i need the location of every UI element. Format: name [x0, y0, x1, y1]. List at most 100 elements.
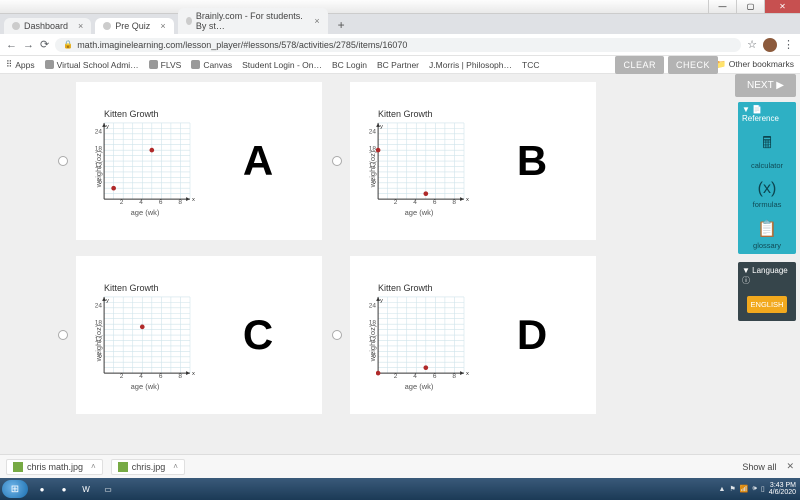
chevron-up-icon[interactable]: ˄ — [173, 462, 178, 471]
close-tab-icon[interactable]: × — [160, 21, 165, 31]
tray-icon[interactable]: ▲ — [719, 486, 726, 493]
formulas-icon: (x) — [738, 180, 796, 198]
taskbar-app-icon[interactable]: ● — [32, 480, 52, 498]
tray-icon[interactable]: 🕪 — [752, 485, 756, 493]
chart-box: weight (oz) 6121824 x y 2468 age (wk) — [360, 295, 464, 391]
download-item[interactable]: chris.jpg ˄ — [111, 459, 185, 475]
chart-wrap: Kitten Growth weight (oz) 6121824 x y 24… — [76, 101, 194, 221]
window-close-button[interactable]: ✕ — [764, 0, 800, 13]
bookmark-label: BC Partner — [377, 60, 419, 70]
download-shelf: chris math.jpg ˄ chris.jpg ˄ Show all ✕ — [0, 454, 800, 478]
language-body: ENGLISH — [738, 290, 796, 321]
tray-icon[interactable]: 📶 — [740, 485, 749, 493]
reference-header[interactable]: ▼ 📄Reference — [738, 102, 796, 126]
x-axis-label: age (wk) — [374, 382, 464, 391]
answer-cards-grid: Kitten Growth weight (oz) 6121824 x y 24… — [76, 82, 596, 414]
taskbar: ⊞ ● ● W ▭ ▲ ⚑ 📶 🕪 ▯ 3:43 PM 4/6/2020 — [0, 478, 800, 500]
svg-text:x: x — [466, 197, 469, 203]
download-filename: chris.jpg — [132, 462, 166, 472]
favicon-icon — [149, 60, 158, 69]
window-maximize-button[interactable]: ▢ — [736, 0, 764, 13]
profile-avatar[interactable] — [763, 38, 777, 52]
system-tray[interactable]: ▲ ⚑ 📶 🕪 ▯ — [719, 485, 765, 493]
option-letter: B — [468, 137, 596, 185]
x-ticks: 2468 — [102, 373, 190, 381]
tray-icon[interactable]: ▯ — [761, 485, 765, 493]
x-axis-label: age (wk) — [100, 382, 190, 391]
svg-text:y: y — [106, 298, 109, 304]
svg-text:x: x — [466, 371, 469, 377]
bookmark-item[interactable]: BC Login — [332, 60, 367, 70]
language-english-button[interactable]: ENGLISH — [747, 296, 788, 313]
tab-pre-quiz[interactable]: Pre Quiz × — [95, 18, 173, 34]
reload-button[interactable]: ⟳ — [40, 38, 49, 51]
x-ticks: 2468 — [102, 199, 190, 207]
show-all-downloads[interactable]: Show all — [742, 462, 776, 472]
taskbar-app-icon[interactable]: W — [76, 480, 96, 498]
language-header[interactable]: ▼ Language ⓘ — [738, 262, 796, 290]
svg-text:x: x — [192, 371, 195, 377]
bookmark-item[interactable]: BC Partner — [377, 60, 419, 70]
download-item[interactable]: chris math.jpg ˄ — [6, 459, 103, 475]
bookmark-item[interactable]: Student Login - On… — [242, 60, 322, 70]
tab-dashboard[interactable]: Dashboard × — [4, 18, 91, 34]
x-axis-label: age (wk) — [374, 208, 464, 217]
favicon-icon — [186, 17, 192, 25]
address-bar[interactable]: 🔒 math.imaginelearning.com/lesson_player… — [55, 38, 741, 52]
bookmark-star-icon[interactable]: ☆ — [747, 38, 757, 51]
scatter-plot: x y — [376, 295, 464, 373]
chart-box: weight (oz) 6121824 x y 2468 age (wk) — [360, 121, 464, 217]
tab-label: Pre Quiz — [115, 21, 150, 31]
taskbar-clock[interactable]: 3:43 PM 4/6/2020 — [769, 482, 796, 496]
bookmark-item[interactable]: J.Morris | Philosoph… — [429, 60, 512, 70]
option-letter: A — [194, 137, 322, 185]
taskbar-app-icon[interactable]: ● — [54, 480, 74, 498]
radio-option[interactable] — [332, 156, 342, 166]
close-tab-icon[interactable]: × — [314, 16, 319, 26]
bookmark-item[interactable]: Virtual School Admi… — [45, 60, 139, 70]
close-shelf-button[interactable]: ✕ — [786, 461, 794, 472]
tab-brainly[interactable]: Brainly.com - For students. By st… × — [178, 8, 328, 34]
svg-text:y: y — [106, 124, 109, 130]
window-minimize-button[interactable]: — — [708, 0, 736, 13]
calculator-tool[interactable]: 🖩 calculator — [738, 126, 796, 174]
answer-card-d[interactable]: Kitten Growth weight (oz) 6121824 x y 24… — [350, 256, 596, 414]
svg-text:x: x — [192, 197, 195, 203]
close-tab-icon[interactable]: × — [78, 21, 83, 31]
apps-shortcut[interactable]: ⠿ Apps — [6, 59, 35, 70]
tool-label: glossary — [753, 241, 781, 250]
taskbar-app-icon[interactable]: ▭ — [98, 480, 118, 498]
formulas-tool[interactable]: (x) formulas — [738, 174, 796, 213]
start-button[interactable]: ⊞ — [2, 480, 28, 498]
forward-button[interactable]: → — [23, 39, 34, 51]
bookmark-item[interactable]: TCC — [522, 60, 539, 70]
bookmark-item[interactable]: Canvas — [191, 60, 232, 70]
bookmark-label: TCC — [522, 60, 539, 70]
browser-menu-button[interactable]: ⋮ — [783, 38, 794, 51]
new-tab-button[interactable]: + — [332, 16, 351, 34]
clear-button[interactable]: CLEAR — [615, 56, 664, 74]
tray-icon[interactable]: ⚑ — [729, 485, 735, 493]
answer-card-a[interactable]: Kitten Growth weight (oz) 6121824 x y 24… — [76, 82, 322, 240]
scatter-plot: x y — [376, 121, 464, 199]
back-button[interactable]: ← — [6, 39, 17, 51]
y-ticks: 6121824 — [362, 295, 376, 373]
next-button[interactable]: NEXT ▶ — [735, 74, 796, 97]
other-bookmarks[interactable]: 📁 Other bookmarks — [716, 59, 794, 70]
answer-card-b[interactable]: Kitten Growth weight (oz) 6121824 x y 24… — [350, 82, 596, 240]
side-panel: ▼ 📄Reference 🖩 calculator (x) formulas 📋… — [738, 102, 796, 321]
calculator-icon: 🖩 — [738, 132, 796, 159]
favicon-icon — [12, 22, 20, 30]
check-button[interactable]: CHECK — [668, 56, 718, 74]
radio-option[interactable] — [332, 330, 342, 340]
chart-wrap: Kitten Growth weight (oz) 6121824 x y 24… — [76, 275, 194, 395]
answer-card-c[interactable]: Kitten Growth weight (oz) 6121824 x y 24… — [76, 256, 322, 414]
x-ticks: 2468 — [376, 373, 464, 381]
chevron-up-icon[interactable]: ˄ — [91, 462, 96, 471]
chart-wrap: Kitten Growth weight (oz) 6121824 x y 24… — [350, 275, 468, 395]
bookmark-item[interactable]: FLVS — [149, 60, 182, 70]
y-ticks: 6121824 — [88, 121, 102, 199]
radio-option[interactable] — [58, 330, 68, 340]
radio-option[interactable] — [58, 156, 68, 166]
glossary-tool[interactable]: 📋 glossary — [738, 213, 796, 254]
